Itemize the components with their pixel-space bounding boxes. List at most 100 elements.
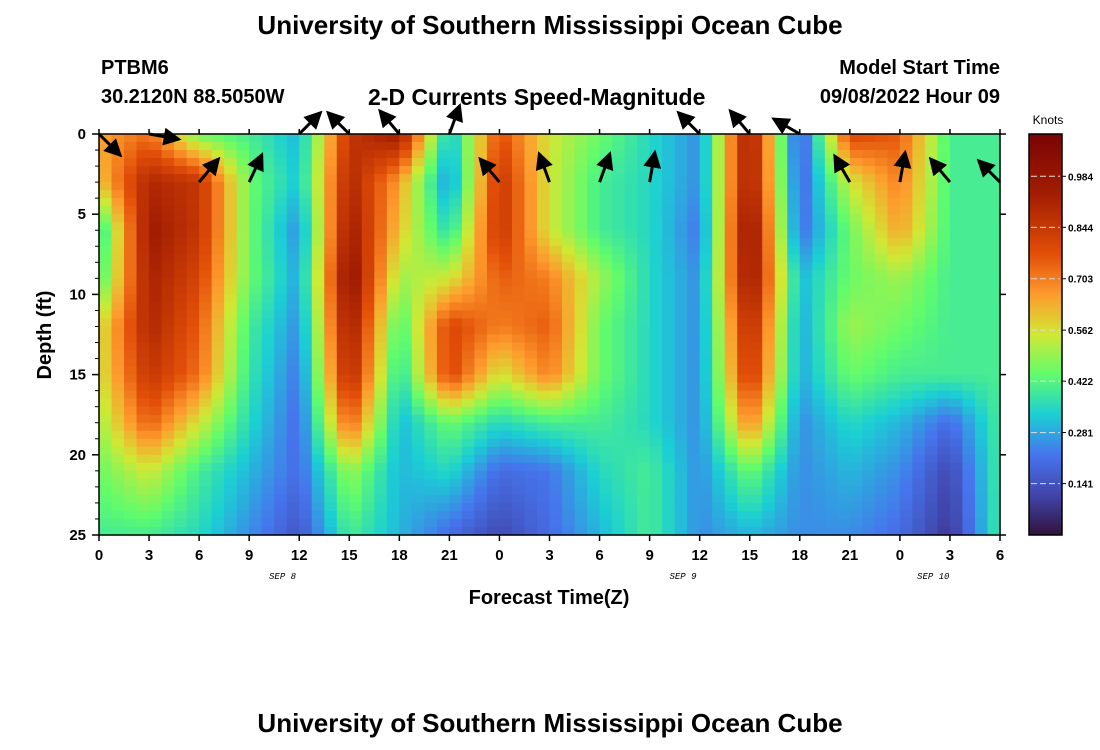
heatmap-cell	[962, 206, 976, 215]
heatmap-cell	[186, 510, 200, 520]
heatmap-cell	[486, 502, 501, 512]
heatmap-cell	[562, 182, 576, 191]
heatmap-cell	[562, 326, 576, 336]
heatmap-cell	[587, 254, 601, 263]
heatmap-cell	[399, 198, 413, 207]
heatmap-cell	[511, 294, 526, 304]
heatmap-cell	[712, 510, 726, 520]
heatmap-cell	[887, 462, 901, 472]
heatmap-cell	[224, 166, 238, 175]
heatmap-cell	[199, 206, 213, 215]
heatmap-cell	[149, 342, 163, 352]
heatmap-cell	[174, 382, 188, 392]
heatmap-cell	[949, 462, 964, 472]
heatmap-cell	[799, 166, 813, 175]
heatmap-cell	[136, 414, 150, 424]
heatmap-cell	[837, 150, 851, 159]
heatmap-cell	[687, 286, 701, 295]
heatmap-cell	[236, 350, 250, 360]
heatmap-cell	[637, 294, 651, 304]
heatmap-cell	[224, 150, 238, 159]
heatmap-cell	[849, 518, 863, 528]
heatmap-cell	[649, 246, 663, 255]
heatmap-cell	[637, 142, 651, 151]
heatmap-cell	[449, 502, 463, 512]
heatmap-cell	[674, 326, 688, 336]
heatmap-cell	[111, 230, 125, 239]
heatmap-cell	[987, 270, 1001, 279]
heatmap-cell	[699, 158, 713, 167]
heatmap-cell	[124, 358, 138, 368]
heatmap-cell	[637, 462, 651, 472]
heatmap-cell	[311, 142, 325, 151]
heatmap-cell	[637, 342, 651, 352]
heatmap-cell	[499, 238, 513, 247]
heatmap-cell	[386, 486, 400, 496]
heatmap-cell	[687, 222, 701, 231]
heatmap-cell	[211, 310, 225, 320]
heatmap-cell	[286, 470, 300, 480]
heatmap-cell	[949, 294, 964, 304]
heatmap-cell	[299, 510, 313, 520]
heatmap-cell	[674, 494, 688, 504]
heatmap-cell	[649, 190, 663, 199]
heatmap-cell	[574, 198, 588, 207]
heatmap-cell	[637, 190, 651, 199]
colorbar: Knots 0.9840.8440.7030.5620.4220.2810.14…	[1028, 113, 1093, 536]
heatmap-cell	[486, 438, 501, 448]
heatmap-cell	[912, 486, 926, 496]
heatmap-cell	[849, 158, 863, 167]
heatmap-cell	[299, 398, 313, 408]
heatmap-cell	[924, 134, 939, 143]
heatmap-cell	[724, 374, 738, 384]
heatmap-cell	[974, 278, 989, 287]
heatmap-cell	[762, 286, 776, 295]
heatmap-cell	[637, 526, 651, 536]
heatmap-cell	[862, 206, 876, 215]
heatmap-cell	[887, 278, 901, 287]
heatmap-cell	[424, 254, 438, 263]
heatmap-cell	[436, 262, 450, 271]
heatmap-cell	[962, 518, 976, 528]
heatmap-cell	[937, 518, 951, 528]
heatmap-cell	[949, 286, 964, 295]
heatmap-cell	[249, 286, 263, 295]
heatmap-cell	[186, 326, 200, 336]
heatmap-cell	[236, 302, 250, 312]
heatmap-cell	[574, 206, 588, 215]
heatmap-cell	[774, 150, 788, 159]
heatmap-cell	[824, 198, 838, 207]
heatmap-cell	[99, 518, 113, 528]
heatmap-cell	[749, 230, 763, 239]
heatmap-cell	[612, 182, 626, 191]
heatmap-cell	[924, 494, 939, 504]
heatmap-cell	[849, 438, 863, 448]
heatmap-cell	[424, 350, 438, 360]
heatmap-cell	[887, 150, 901, 159]
heatmap-cell	[799, 150, 813, 159]
heatmap-cell	[787, 302, 801, 312]
heatmap-cell	[749, 438, 763, 448]
heatmap-cell	[987, 518, 1001, 528]
heatmap-cell	[574, 510, 588, 520]
heatmap-cell	[599, 430, 613, 440]
heatmap-cell	[549, 406, 563, 416]
heatmap-cell	[511, 222, 526, 231]
heatmap-cell	[749, 182, 763, 191]
heatmap-cell	[812, 302, 826, 312]
heatmap-cell	[486, 158, 501, 167]
heatmap-cell	[336, 382, 350, 392]
heatmap-cell	[449, 422, 463, 432]
heatmap-cell	[161, 438, 175, 448]
heatmap-cell	[937, 254, 951, 263]
heatmap-cell	[787, 182, 801, 191]
heatmap-cell	[361, 150, 375, 159]
heatmap-cell	[174, 270, 188, 279]
heatmap-cell	[136, 358, 150, 368]
heatmap-cell	[874, 318, 888, 328]
heatmap-cell	[812, 494, 826, 504]
heatmap-cell	[762, 422, 776, 432]
heatmap-cell	[111, 302, 125, 312]
heatmap-cell	[149, 270, 163, 279]
heatmap-cell	[799, 238, 813, 247]
